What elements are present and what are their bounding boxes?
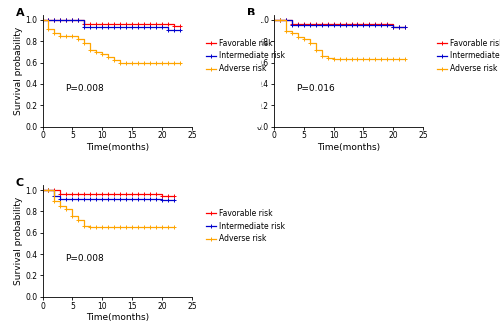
Text: P=0.016: P=0.016 [296,84,335,93]
Legend: Favorable risk, Intermediate risk, Adverse risk: Favorable risk, Intermediate risk, Adver… [206,39,284,73]
Text: A: A [16,8,24,18]
Legend: Favorable risk, Intermediate risk, Adverse risk: Favorable risk, Intermediate risk, Adver… [206,209,284,244]
Legend: Favorable risk, Intermediate risk, Adverse risk: Favorable risk, Intermediate risk, Adver… [436,39,500,73]
X-axis label: Time(months): Time(months) [317,142,380,152]
X-axis label: Time(months): Time(months) [86,142,149,152]
Text: B: B [247,8,255,18]
Text: P=0.008: P=0.008 [65,254,104,263]
Y-axis label: Survival probability: Survival probability [14,26,24,115]
Text: C: C [16,178,24,188]
Text: P=0.008: P=0.008 [65,84,104,93]
Y-axis label: Survival probability: Survival probability [14,197,24,285]
X-axis label: Time(months): Time(months) [86,313,149,322]
Y-axis label: Survival probability: Survival probability [246,26,254,115]
